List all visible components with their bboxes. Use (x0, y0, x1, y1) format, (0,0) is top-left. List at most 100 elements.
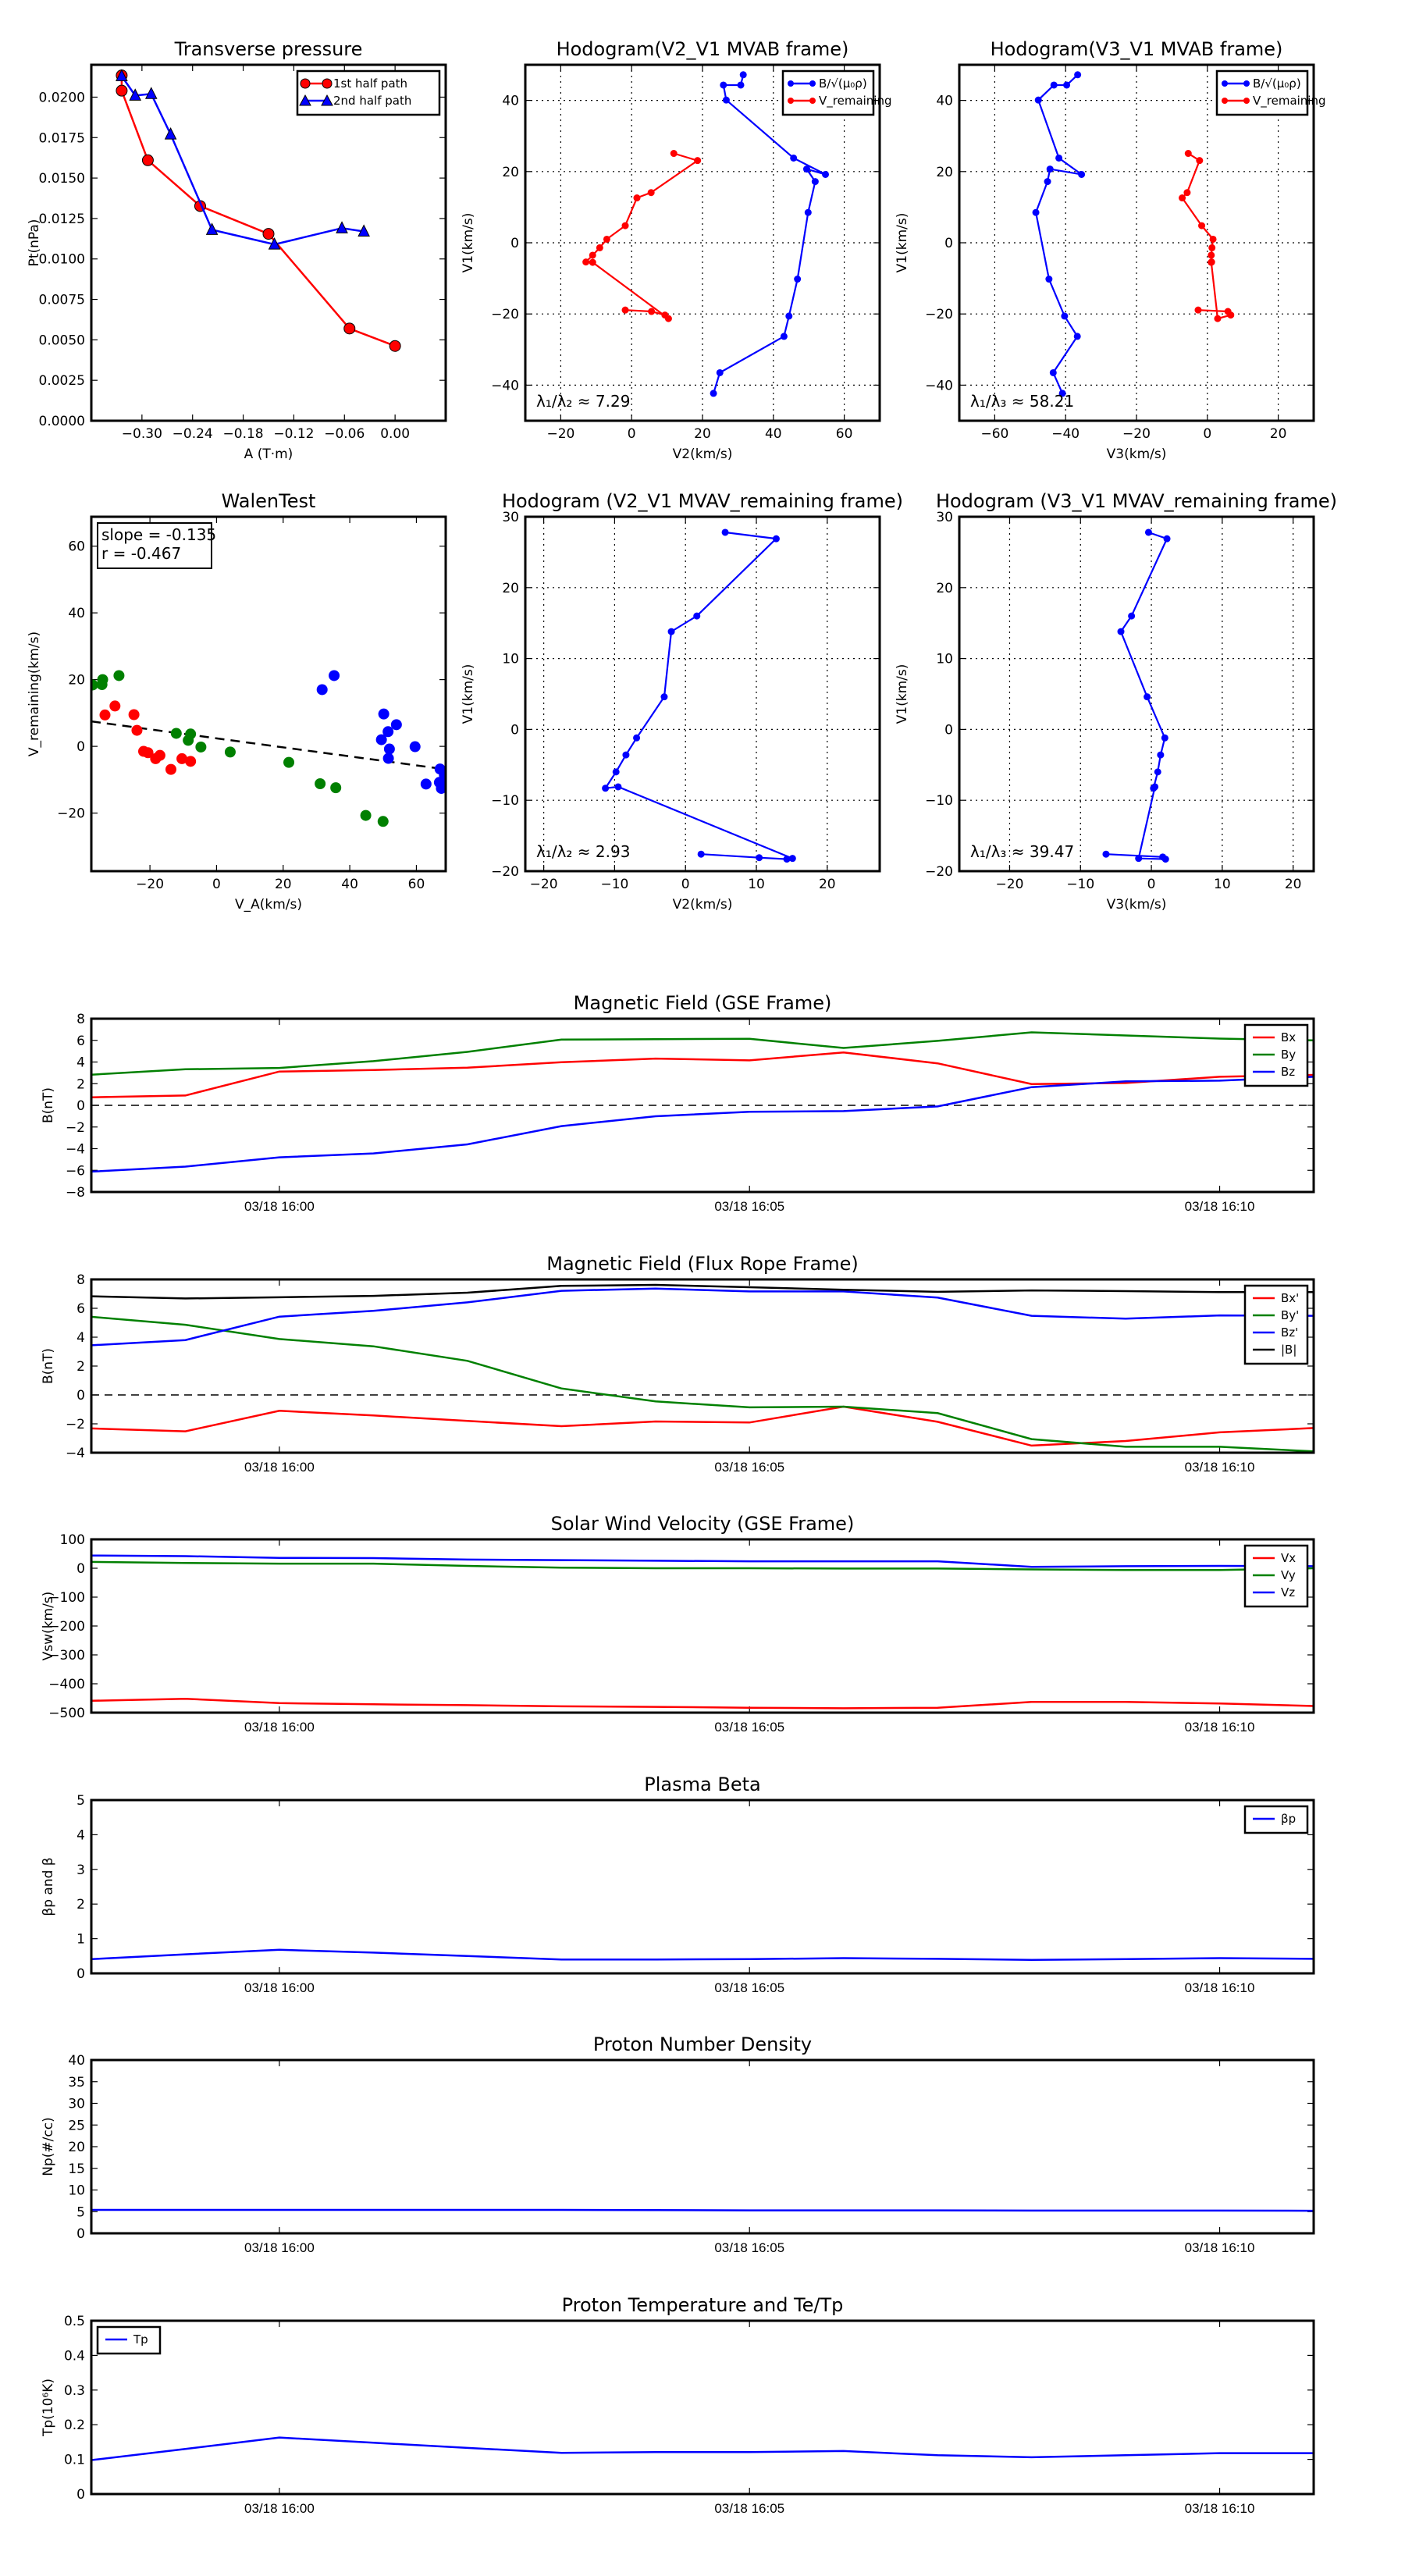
x-tick-label: −20 (530, 877, 558, 892)
chart-title: Hodogram(V2_V1 MVAB frame) (557, 38, 849, 60)
legend-label: Vx (1281, 1551, 1296, 1565)
hodogram-chart-5: Hodogram (V3_V1 MVAV_remaining frame) V3(… (895, 490, 1337, 913)
data-point (602, 785, 610, 792)
eigenvalue-ratio-annotation: λ₁/λ₂ ≈ 7.29 (536, 392, 630, 411)
x-tick-label: 03/18 16:10 (1185, 1199, 1255, 1214)
x-tick-label: −20 (996, 877, 1024, 892)
chart-title: Proton Number Density (593, 2033, 812, 2055)
y-tick-label: 0.0100 (39, 252, 85, 268)
y-tick-label: −500 (48, 1706, 85, 1721)
legend-item: Vx (1253, 1551, 1296, 1565)
y-tick-label: −4 (66, 1142, 85, 1158)
legend-marker (788, 98, 794, 104)
data-point-green (113, 670, 125, 681)
legend-item: B/√(μ₀ρ) (788, 76, 867, 91)
data-point (1209, 235, 1217, 243)
y-tick-label: 0.0025 (39, 373, 85, 389)
legend: Tp (96, 2325, 162, 2355)
y-tick-label: 40 (68, 606, 85, 621)
axes-frame (90, 1278, 1315, 1454)
y-tick-label: 8 (76, 1012, 85, 1027)
x-tick-label: 03/18 16:05 (714, 1980, 784, 1995)
y-tick-label: 0.3 (64, 2383, 85, 2399)
data-point (1061, 312, 1069, 320)
data-point-green (224, 746, 236, 758)
chart-title: Proton Temperature and Te/Tp (562, 2294, 844, 2316)
y-tick-label: 0.0050 (39, 333, 85, 348)
y-tick-label: 40 (936, 94, 953, 109)
y-tick-label: −200 (48, 1619, 85, 1635)
data-point (1102, 850, 1110, 858)
data-point (1044, 178, 1051, 186)
y-tick-label: 5 (76, 1793, 85, 1809)
data-point (1073, 333, 1081, 340)
y-tick-label: 15 (68, 2161, 85, 2177)
y-tick-label: 0.5 (64, 2314, 85, 2329)
legend-label: Bx (1281, 1030, 1296, 1044)
x-tick-label: −40 (1051, 426, 1080, 442)
data-point (1144, 528, 1152, 536)
y-tick-label: 30 (936, 510, 953, 525)
y-tick-label: 0 (76, 1388, 85, 1404)
y-tick-label: 5 (76, 2204, 85, 2220)
data-point-red (165, 763, 176, 775)
legend-item: Bz' (1253, 1325, 1298, 1340)
x-tick-label: 03/18 16:00 (244, 1720, 315, 1735)
axes-frame (90, 515, 447, 873)
timeseries-chart-10: Proton Number Density Np(#/cc) 0 5 10 15 20 25 3… (41, 2033, 1315, 2255)
y-tick-label: −40 (925, 378, 953, 393)
y-tick-label: 0.1 (64, 2453, 85, 2468)
x-tick-label: 0 (681, 877, 690, 892)
y-tick-label: 0.2 (64, 2418, 85, 2433)
y-tick-label: 0 (76, 1561, 85, 1577)
data-point (164, 127, 177, 140)
data-point (1208, 244, 1216, 251)
legend: B/√(μ₀ρ) V_remaining (781, 69, 892, 116)
data-point (141, 154, 154, 166)
data-point (720, 81, 727, 89)
y-tick-label: −300 (48, 1648, 85, 1663)
y-tick-label: 25 (68, 2118, 85, 2133)
x-tick-label: 03/18 16:00 (244, 1199, 315, 1214)
data-point (1208, 258, 1215, 266)
legend-box (781, 69, 875, 116)
x-tick-label: 0 (628, 426, 636, 442)
x-tick-label: 20 (275, 877, 292, 892)
data-point (647, 189, 655, 197)
x-tick-label: −20 (136, 877, 164, 892)
data-point-red (142, 747, 154, 759)
y-tick-label: 0 (944, 722, 953, 738)
data-point-blue (375, 734, 387, 745)
legend-item: V_remaining (1222, 94, 1326, 109)
y-tick-label: −20 (491, 307, 519, 322)
x-tick-label: −20 (546, 426, 574, 442)
legend-item: Vz (1253, 1585, 1295, 1599)
y-tick-label: 6 (76, 1034, 85, 1049)
data-point-green (91, 679, 98, 691)
data-point (336, 221, 348, 233)
x-tick-label: 0.00 (380, 426, 410, 442)
stats-line: slope = -0.135 (101, 525, 216, 544)
data-point-red (185, 756, 197, 767)
data-point (1154, 768, 1161, 776)
data-point-red (154, 749, 165, 761)
data-point (780, 333, 788, 340)
y-tick-label: 2 (76, 1897, 85, 1912)
series-line-Vy (91, 1560, 1314, 1571)
axes-frame (90, 1799, 1315, 1975)
y-tick-label: −20 (925, 307, 953, 322)
legend-item: By' (1253, 1308, 1299, 1322)
data-point-red (109, 700, 121, 712)
hodogram-chart-1: Hodogram(V2_V1 MVAB frame) V2(km/s) V1(km/… (461, 38, 892, 462)
series-line-Bz (91, 1076, 1314, 1173)
y-tick-label: −400 (48, 1677, 85, 1692)
chart-title: Magnetic Field (GSE Frame) (574, 992, 832, 1014)
y-tick-label: −40 (491, 378, 519, 393)
series-line (1034, 73, 1083, 394)
data-point (129, 88, 142, 101)
data-point (343, 322, 356, 335)
y-tick-label: 8 (76, 1272, 85, 1288)
x-tick-label: −0.18 (223, 426, 264, 442)
data-point-blue (420, 778, 432, 790)
